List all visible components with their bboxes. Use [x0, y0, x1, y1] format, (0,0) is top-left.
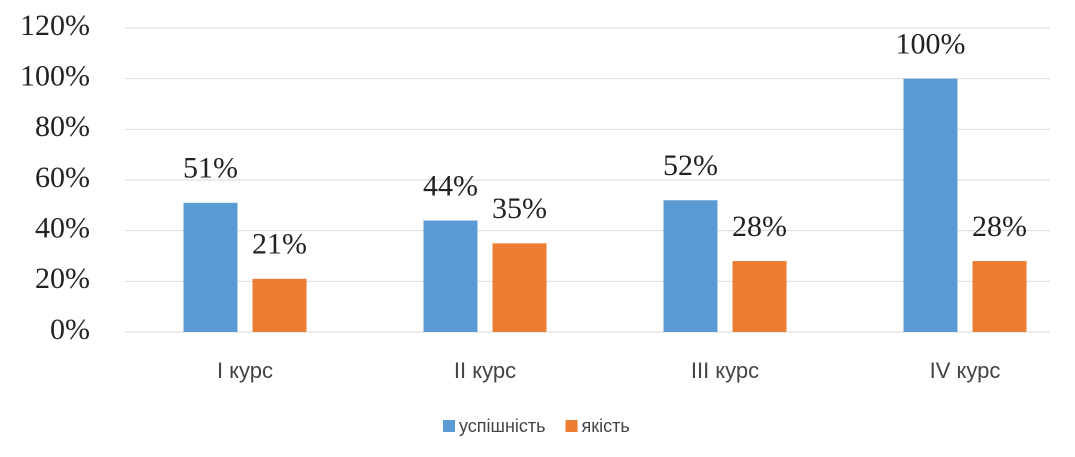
data-label: 52%	[663, 149, 718, 182]
data-label: 51%	[183, 152, 238, 185]
data-label: 28%	[732, 210, 787, 243]
data-label: 35%	[492, 192, 547, 225]
bar	[972, 261, 1027, 332]
legend-swatch	[443, 420, 455, 432]
y-tick-label: 100%	[20, 60, 90, 93]
bar	[663, 200, 718, 332]
y-tick-label: 60%	[35, 161, 90, 194]
bar	[903, 78, 958, 333]
data-label: 100%	[896, 28, 966, 61]
data-label: 21%	[252, 228, 307, 261]
data-label: 44%	[423, 169, 478, 202]
bar	[252, 278, 307, 332]
bar	[183, 202, 238, 332]
y-tick-label: 0%	[50, 313, 90, 346]
x-tick-label: II курс	[454, 358, 516, 383]
legend-swatch	[565, 420, 578, 432]
legend-label: успішність	[459, 416, 546, 436]
x-tick-label: III курс	[691, 358, 759, 383]
data-label: 28%	[972, 210, 1027, 243]
y-tick-label: 80%	[35, 110, 90, 143]
bar	[492, 243, 547, 332]
y-tick-label: 20%	[35, 262, 90, 295]
legend-label: якість	[582, 416, 630, 436]
bar	[732, 261, 787, 332]
x-tick-label: IV курс	[930, 358, 1001, 383]
y-tick-label: 40%	[35, 212, 90, 245]
x-tick-label: I курс	[217, 358, 273, 383]
y-tick-label: 120%	[20, 9, 90, 42]
bar	[423, 220, 478, 332]
